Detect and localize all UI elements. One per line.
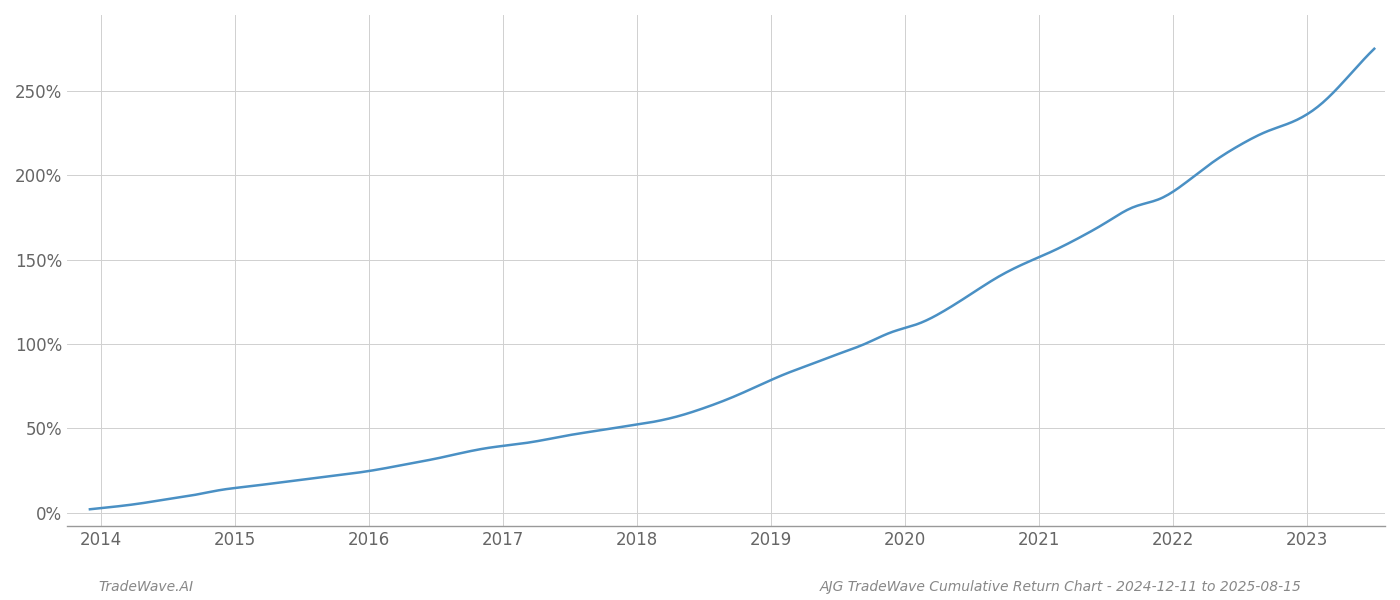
Text: TradeWave.AI: TradeWave.AI bbox=[98, 580, 193, 594]
Text: AJG TradeWave Cumulative Return Chart - 2024-12-11 to 2025-08-15: AJG TradeWave Cumulative Return Chart - … bbox=[820, 580, 1302, 594]
